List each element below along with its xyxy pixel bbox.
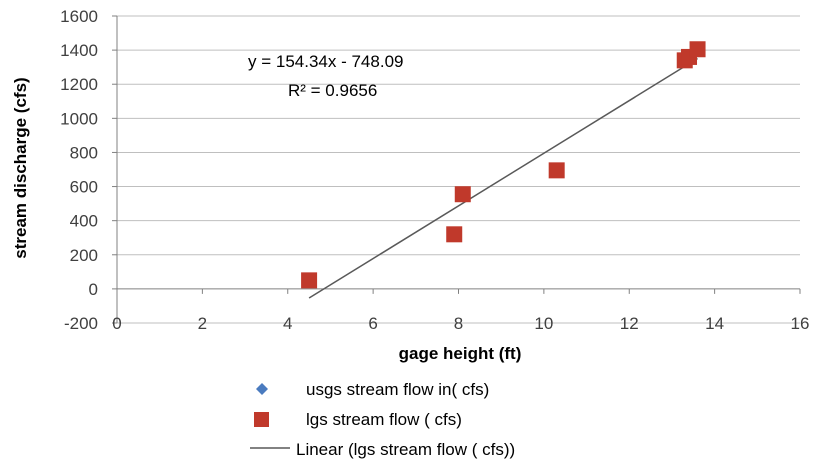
data-point (689, 41, 706, 58)
x-axis-title: gage height (ft) (399, 344, 522, 363)
data-point (446, 226, 463, 243)
legend-label-lgs: lgs stream flow ( cfs) (306, 410, 462, 429)
legend-label-usgs: usgs stream flow in( cfs) (306, 380, 489, 399)
data-point (454, 186, 471, 203)
x-tick-label: 2 (198, 314, 207, 333)
x-tick-label: 8 (454, 314, 463, 333)
y-tick-label: 1400 (60, 41, 98, 60)
y-tick-label: 400 (70, 212, 98, 231)
data-point (548, 162, 565, 179)
x-tick-label: 0 (112, 314, 121, 333)
x-tick-label: 4 (283, 314, 292, 333)
trendline-r-squared: R² = 0.9656 (288, 81, 377, 100)
tick-labels: -200 0 200 400 600 800 1000 1200 1400 1600 0 2 4 6 8 10… (60, 7, 809, 333)
y-tick-label: -200 (64, 314, 98, 333)
y-tick-label: 0 (89, 280, 98, 299)
y-tick-label: 600 (70, 178, 98, 197)
y-axis-title: stream discharge (cfs) (11, 77, 30, 258)
y-tick-label: 800 (70, 143, 98, 162)
x-tick-label: 14 (705, 314, 724, 333)
y-tick-label: 1200 (60, 75, 98, 94)
x-tick-label: 6 (368, 314, 377, 333)
legend: usgs stream flow in( cfs) lgs stream flo… (250, 380, 515, 459)
x-tick-label: 10 (534, 314, 553, 333)
x-tick-label: 16 (791, 314, 810, 333)
data-points (301, 41, 706, 289)
legend-marker-square (254, 412, 269, 427)
trendline-equation: y = 154.34x - 748.09 (248, 52, 403, 71)
x-tick-label: 12 (620, 314, 639, 333)
legend-marker-diamond (256, 383, 268, 395)
trendline (308, 57, 698, 299)
legend-label-linear: Linear (lgs stream flow ( cfs)) (296, 440, 515, 459)
trendline-group (308, 57, 698, 299)
y-tick-label: 1000 (60, 109, 98, 128)
gridlines (117, 15, 800, 324)
axes (112, 15, 801, 324)
y-tick-label: 200 (70, 246, 98, 265)
y-tick-label: 1600 (60, 7, 98, 26)
data-point (301, 272, 318, 289)
